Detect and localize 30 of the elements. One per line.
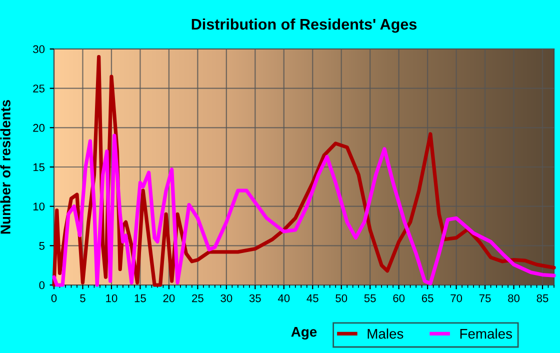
x-tick-label: 50 bbox=[336, 294, 348, 302]
legend-label: Females bbox=[460, 328, 512, 339]
legend-label: Males bbox=[368, 328, 404, 339]
x-tick-label: 55 bbox=[364, 294, 376, 302]
x-tick-label: 60 bbox=[393, 294, 405, 302]
x-tick-label: 15 bbox=[134, 294, 146, 302]
chart-title: Distribution of Residents' Ages bbox=[192, 18, 417, 33]
y-tick-label: 20 bbox=[33, 124, 45, 132]
x-tick-label: 5 bbox=[80, 294, 86, 302]
y-tick-label: 5 bbox=[39, 242, 45, 250]
x-tick-label: 20 bbox=[163, 294, 175, 302]
x-axis-title: Age bbox=[291, 327, 317, 340]
x-tick-label: 10 bbox=[106, 294, 118, 302]
x-tick-label: 75 bbox=[479, 294, 491, 302]
x-tick-label: 65 bbox=[422, 294, 434, 302]
x-tick-label: 30 bbox=[220, 294, 232, 302]
x-tick-label: 0 bbox=[51, 294, 57, 302]
x-tick-label: 80 bbox=[508, 294, 520, 302]
y-tick-label: 25 bbox=[33, 84, 45, 92]
x-tick-label: 85 bbox=[536, 294, 548, 302]
x-tick-label: 25 bbox=[192, 294, 204, 302]
x-tick-label: 35 bbox=[249, 294, 261, 302]
x-tick-label: 70 bbox=[450, 294, 462, 302]
y-tick-label: 0 bbox=[39, 281, 45, 290]
y-axis-title: Number of residents bbox=[0, 100, 10, 234]
x-tick-label: 40 bbox=[278, 294, 290, 302]
y-tick-label: 30 bbox=[33, 45, 45, 54]
y-tick-label: 15 bbox=[33, 163, 45, 172]
x-tick-label: 45 bbox=[306, 294, 318, 302]
y-tick-label: 10 bbox=[33, 202, 45, 210]
